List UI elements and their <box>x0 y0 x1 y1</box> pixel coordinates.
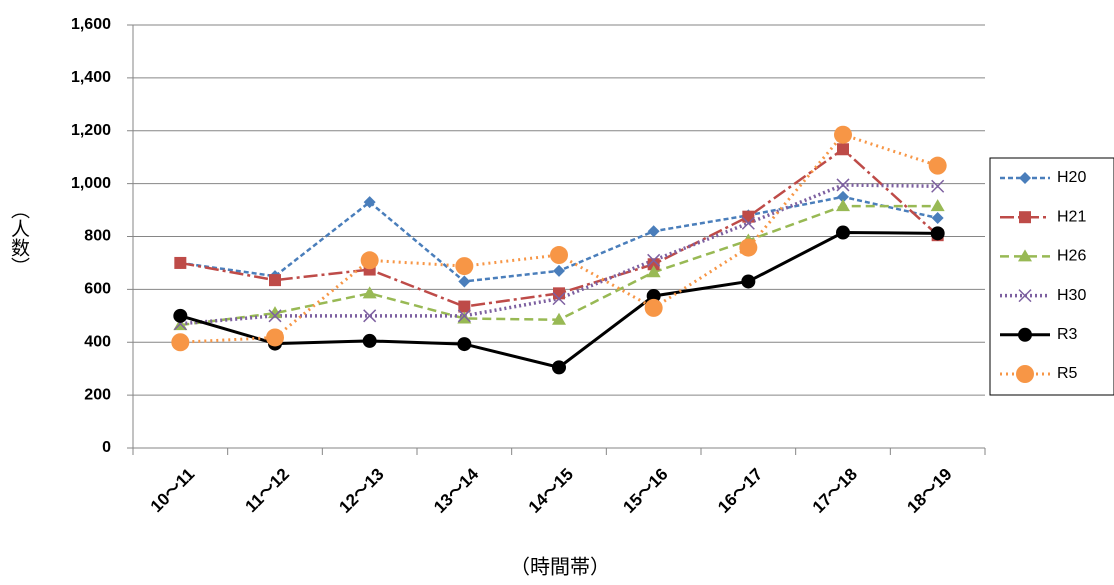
data-point <box>455 257 474 276</box>
data-point <box>552 312 566 325</box>
data-point <box>268 309 282 323</box>
y-tick-label: 1,000 <box>71 175 111 192</box>
y-tick-label: 400 <box>84 333 111 350</box>
data-point <box>363 309 377 323</box>
data-point <box>931 179 945 193</box>
y-tick-label: 600 <box>84 281 111 298</box>
data-point <box>268 306 282 319</box>
data-point <box>646 265 661 278</box>
data-point <box>171 333 190 352</box>
data-point <box>550 246 568 265</box>
legend-label: H20 <box>1057 169 1086 186</box>
x-tick-label: 10～11 <box>147 465 199 517</box>
data-point <box>644 298 663 317</box>
data-point <box>836 225 850 240</box>
y-tick-label: 1,400 <box>71 69 111 86</box>
data-point <box>837 143 849 156</box>
data-point <box>457 311 472 324</box>
data-point <box>552 292 566 306</box>
x-tick-label: 14～15 <box>525 465 577 517</box>
legend-marker <box>1019 211 1031 224</box>
x-tick-label: 11～12 <box>241 465 293 517</box>
data-point <box>739 238 758 257</box>
data-point <box>363 196 376 209</box>
data-point <box>837 190 849 203</box>
y-tick-label: 1,200 <box>71 122 111 139</box>
series-line <box>180 147 939 308</box>
data-point <box>928 156 947 175</box>
legend-marker <box>1018 327 1032 342</box>
data-point <box>457 337 472 352</box>
data-point <box>457 309 471 323</box>
data-point <box>931 211 944 224</box>
legend-label: H21 <box>1057 208 1086 225</box>
x-tick-label: 16～17 <box>714 465 766 517</box>
data-point <box>458 300 471 313</box>
data-point <box>173 308 188 323</box>
data-point <box>553 264 565 277</box>
legend-marker <box>1018 249 1032 262</box>
y-tick-label: 200 <box>84 386 111 403</box>
x-tick-label: 18～19 <box>903 465 955 517</box>
data-point <box>930 226 945 241</box>
data-point <box>930 199 945 212</box>
data-point <box>553 287 565 300</box>
x-tick-label: 15～16 <box>619 465 671 517</box>
data-point <box>646 288 661 303</box>
series-line <box>180 132 939 344</box>
legend-marker <box>1018 289 1032 303</box>
legend-label: R5 <box>1057 365 1078 382</box>
y-tick-label: 1,600 <box>71 16 111 33</box>
data-point <box>742 210 755 223</box>
data-point <box>362 333 377 348</box>
x-axis-label: （時間帯） <box>510 555 610 578</box>
data-point <box>266 328 284 347</box>
data-point <box>647 253 661 267</box>
x-tick-label: 17～18 <box>809 465 861 517</box>
legend-label: H30 <box>1057 287 1086 304</box>
data-point <box>458 275 471 288</box>
x-tick-label: 13～14 <box>430 464 483 517</box>
data-point <box>269 274 281 287</box>
data-point <box>647 225 660 238</box>
data-point <box>741 216 755 230</box>
y-tick-label: 0 <box>102 439 111 456</box>
data-point <box>741 274 756 289</box>
legend-marker <box>1016 365 1034 383</box>
data-point <box>362 286 377 299</box>
legend-box <box>989 157 1114 396</box>
data-point <box>174 256 187 269</box>
data-point <box>836 199 850 212</box>
data-point <box>836 178 850 192</box>
data-point <box>360 251 379 270</box>
y-axis-label: （人数） <box>8 200 30 276</box>
data-point <box>834 125 852 144</box>
y-tick-label: 800 <box>84 228 111 245</box>
legend-marker <box>1019 172 1031 184</box>
legend-label: H26 <box>1057 248 1086 265</box>
x-tick-label: 12～13 <box>335 465 387 517</box>
legend-label: R3 <box>1057 326 1078 343</box>
data-point <box>647 258 660 271</box>
data-point <box>552 360 566 375</box>
